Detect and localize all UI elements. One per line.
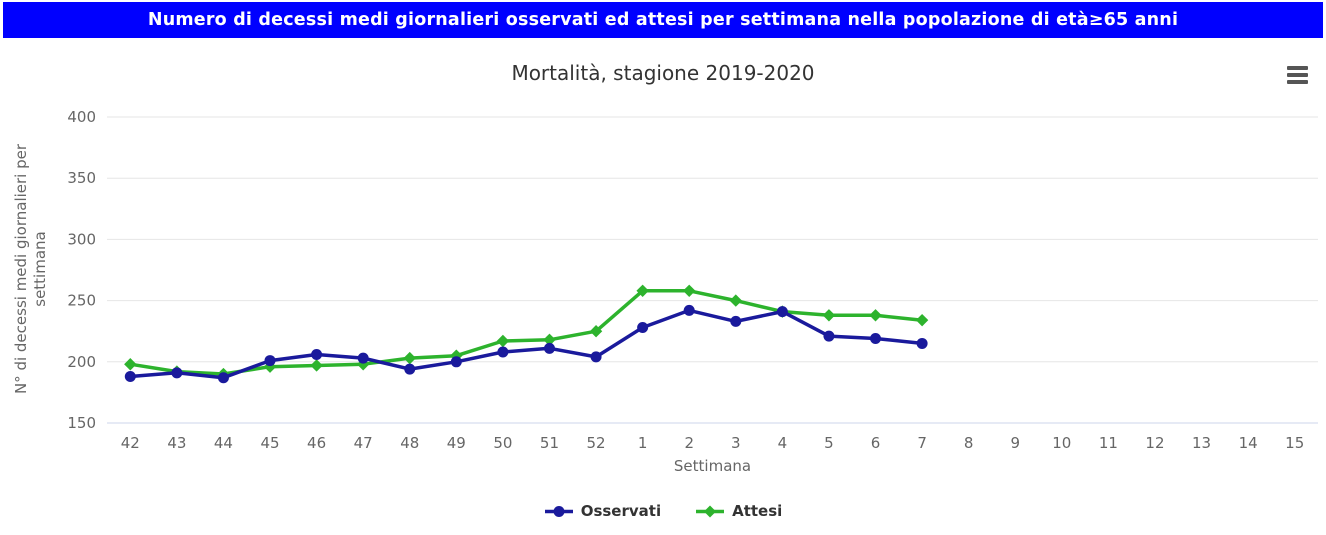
y-tick-label: 150: [67, 414, 96, 432]
hamburger-icon: [1287, 66, 1308, 70]
data-point-attesi[interactable]: [403, 351, 416, 365]
data-point-attesi[interactable]: [822, 309, 836, 322]
export-menu-button[interactable]: [1287, 66, 1308, 84]
x-tick-label: 6: [871, 434, 881, 452]
data-point-attesi[interactable]: [869, 309, 882, 322]
x-tick-label: 2: [684, 434, 694, 452]
y-axis-title: N° di decessi medi giornalieri per setti…: [12, 143, 49, 395]
data-point-osservati[interactable]: [916, 337, 928, 349]
x-tick-label: 46: [307, 434, 326, 452]
x-tick-label: 9: [1010, 434, 1020, 452]
x-tick-label: 15: [1285, 434, 1304, 452]
x-tick-label: 14: [1239, 434, 1258, 452]
x-tick-label: 50: [493, 434, 512, 452]
x-tick-label: 10: [1052, 434, 1071, 452]
data-point-osservati[interactable]: [357, 352, 369, 364]
data-point-attesi[interactable]: [729, 294, 742, 307]
legend-label-attesi: Attesi: [732, 502, 783, 520]
legend-item-attesi[interactable]: Attesi: [695, 502, 782, 520]
data-point-osservati[interactable]: [311, 348, 323, 360]
data-point-osservati[interactable]: [497, 346, 509, 358]
y-tick-label: 250: [67, 292, 96, 310]
y-tick-label: 200: [67, 353, 96, 371]
data-point-osservati[interactable]: [590, 351, 602, 363]
data-point-osservati[interactable]: [450, 356, 462, 368]
data-point-osservati[interactable]: [404, 363, 416, 375]
y-tick-label: 350: [67, 169, 96, 187]
legend-item-osservati[interactable]: Osservati: [544, 502, 661, 520]
x-tick-label: 48: [400, 434, 419, 452]
data-point-osservati[interactable]: [870, 333, 882, 345]
x-tick-label: 49: [447, 434, 466, 452]
data-point-osservati[interactable]: [683, 304, 695, 316]
data-point-osservati[interactable]: [171, 367, 183, 379]
data-point-attesi[interactable]: [543, 333, 556, 346]
x-tick-label: 1: [638, 434, 648, 452]
x-tick-label: 45: [260, 434, 279, 452]
header-banner: Numero di decessi medi giornalieri osser…: [3, 2, 1323, 38]
data-point-osservati[interactable]: [730, 315, 742, 327]
x-axis-title: Settimana: [674, 457, 751, 475]
data-point-attesi[interactable]: [124, 358, 137, 371]
data-point-osservati[interactable]: [823, 330, 835, 342]
data-point-osservati[interactable]: [776, 306, 788, 318]
x-tick-label: 42: [121, 434, 140, 452]
chart-title: Mortalità, stagione 2019-2020: [511, 61, 815, 85]
x-tick-label: 8: [964, 434, 974, 452]
hamburger-icon: [1287, 73, 1308, 77]
x-tick-label: 43: [167, 434, 186, 452]
data-point-osservati[interactable]: [543, 342, 555, 354]
y-tick-label: 400: [67, 108, 96, 126]
x-tick-label: 4: [778, 434, 788, 452]
legend: Osservati Attesi: [0, 502, 1326, 520]
data-point-osservati[interactable]: [637, 322, 649, 334]
data-point-attesi[interactable]: [915, 313, 929, 327]
attesi-legend-marker: [696, 505, 725, 517]
data-point-osservati[interactable]: [217, 372, 229, 384]
x-tick-label: 11: [1099, 434, 1118, 452]
data-point-attesi[interactable]: [636, 284, 649, 298]
x-tick-label: 12: [1145, 434, 1164, 452]
data-point-attesi[interactable]: [589, 325, 603, 338]
hamburger-icon: [1287, 80, 1308, 84]
x-tick-label: 44: [214, 434, 233, 452]
data-point-osservati[interactable]: [264, 355, 276, 367]
series-line-osservati: [130, 308, 923, 380]
osservati-legend-marker: [544, 505, 573, 517]
x-tick-label: 13: [1192, 434, 1211, 452]
data-point-osservati[interactable]: [124, 370, 136, 382]
y-tick-label: 300: [67, 230, 96, 248]
series-line-attesi: [130, 289, 923, 376]
legend-label-osservati: Osservati: [580, 502, 662, 520]
data-point-attesi[interactable]: [683, 284, 696, 298]
x-tick-label: 52: [587, 434, 606, 452]
banner-text: Numero di decessi medi giornalieri osser…: [147, 10, 1179, 30]
x-tick-label: 51: [540, 434, 559, 452]
x-tick-label: 7: [917, 434, 927, 452]
x-tick-label: 47: [354, 434, 373, 452]
x-tick-label: 3: [731, 434, 741, 452]
data-point-attesi[interactable]: [496, 334, 510, 348]
data-point-attesi[interactable]: [310, 359, 323, 372]
x-tick-label: 5: [824, 434, 834, 452]
